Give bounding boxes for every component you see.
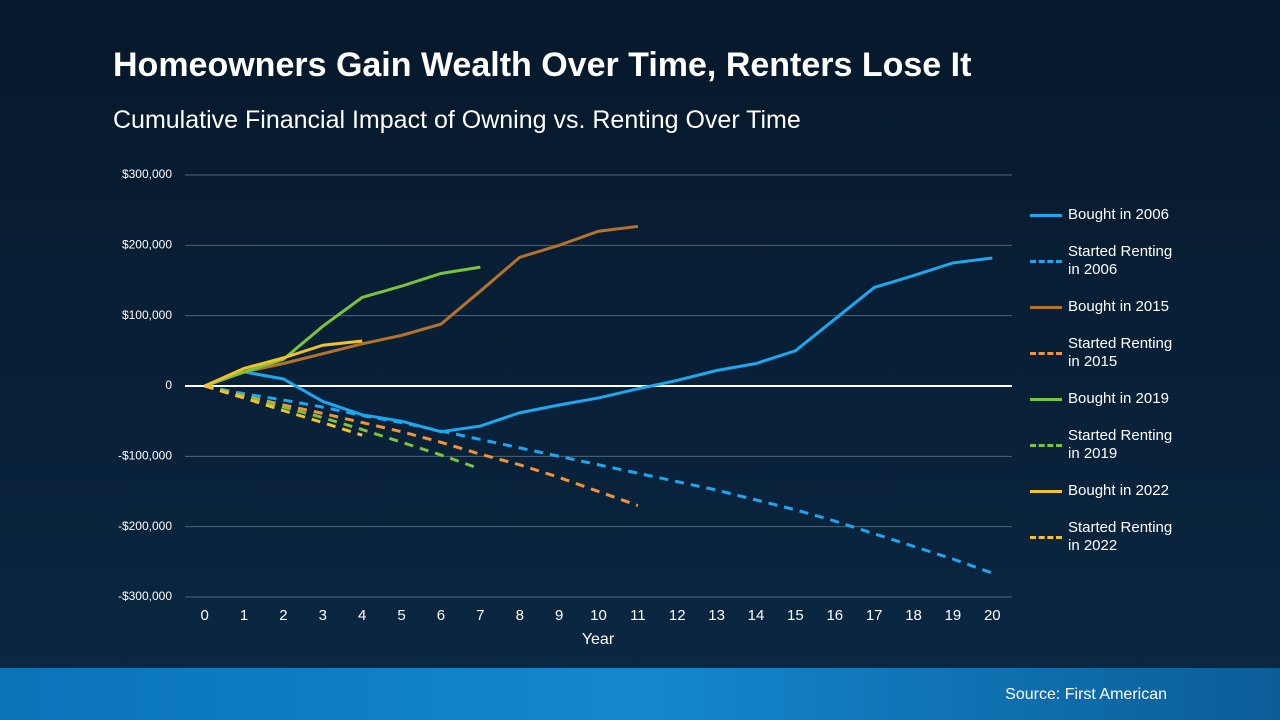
series-line bbox=[204, 256, 993, 434]
legend-swatch bbox=[1030, 397, 1062, 401]
footer-bar: Source: First American bbox=[0, 668, 1280, 720]
legend: Bought in 2006 Started Renting in 2006 Bou… bbox=[1030, 192, 1200, 560]
series-line bbox=[204, 384, 363, 437]
x-tick-label: 8 bbox=[516, 607, 524, 624]
y-tick-label: -$100,000 bbox=[118, 449, 172, 463]
x-tick-label: 16 bbox=[826, 607, 843, 624]
x-tick-label: 17 bbox=[866, 607, 883, 624]
legend-swatch bbox=[1030, 259, 1062, 263]
x-tick-label: 6 bbox=[437, 607, 445, 624]
x-tick-label: 20 bbox=[984, 607, 1001, 624]
legend-swatch bbox=[1030, 443, 1062, 447]
x-tick-label: 14 bbox=[748, 607, 765, 624]
chart-subtitle: Cumulative Financial Impact of Owning vs… bbox=[113, 106, 801, 134]
chart-title: Homeowners Gain Wealth Over Time, Renter… bbox=[113, 46, 972, 84]
legend-item: Bought in 2022 bbox=[1030, 468, 1200, 514]
legend-label: Started Renting in 2015 bbox=[1068, 335, 1173, 370]
legend-item: Started Renting in 2022 bbox=[1030, 514, 1200, 560]
legend-label: Started Renting in 2019 bbox=[1068, 427, 1173, 462]
series-line bbox=[204, 384, 993, 575]
legend-item: Bought in 2015 bbox=[1030, 284, 1200, 330]
legend-label: Started Renting in 2022 bbox=[1068, 519, 1173, 554]
legend-item: Started Renting in 2019 bbox=[1030, 422, 1200, 468]
x-tick-label: 11 bbox=[630, 607, 646, 624]
legend-item: Bought in 2006 bbox=[1030, 192, 1200, 238]
y-tick-label: 0 bbox=[165, 378, 172, 392]
legend-item: Started Renting in 2015 bbox=[1030, 330, 1200, 376]
legend-swatch bbox=[1030, 535, 1062, 539]
legend-label: Bought in 2022 bbox=[1068, 482, 1169, 499]
x-tick-label: 18 bbox=[905, 607, 922, 624]
y-tick-label: -$200,000 bbox=[118, 519, 172, 533]
x-tick-label: 0 bbox=[201, 607, 209, 624]
series-line bbox=[204, 265, 481, 388]
x-tick-label: 13 bbox=[708, 607, 725, 624]
y-tick-label: -$300,000 bbox=[118, 589, 172, 603]
source: Source: First American bbox=[1005, 686, 1167, 703]
x-tick-label: 7 bbox=[476, 607, 484, 624]
x-tick-label: 12 bbox=[669, 607, 686, 624]
legend-swatch bbox=[1030, 213, 1062, 217]
x-tick-label: 19 bbox=[945, 607, 962, 624]
legend-label: Bought in 2015 bbox=[1068, 298, 1169, 315]
series-line bbox=[204, 224, 639, 388]
legend-label: Bought in 2006 bbox=[1068, 206, 1169, 223]
x-tick-label: 10 bbox=[590, 607, 607, 624]
series-line bbox=[204, 339, 363, 388]
x-tick-label: 15 bbox=[787, 607, 804, 624]
x-tick-label: 5 bbox=[397, 607, 405, 624]
x-tick-label: 9 bbox=[555, 607, 563, 624]
y-tick-label: $100,000 bbox=[122, 308, 172, 322]
y-tick-label: $200,000 bbox=[122, 238, 172, 252]
legend-swatch bbox=[1030, 305, 1062, 309]
legend-swatch bbox=[1030, 489, 1062, 493]
x-tick-label: 2 bbox=[279, 607, 287, 624]
x-tick-label: 3 bbox=[319, 607, 327, 624]
x-tick-label: 4 bbox=[358, 607, 366, 624]
series-line bbox=[204, 384, 639, 507]
legend-item: Started Renting in 2006 bbox=[1030, 238, 1200, 284]
legend-label: Bought in 2019 bbox=[1068, 390, 1169, 407]
x-tick-label: 1 bbox=[240, 607, 248, 624]
legend-swatch bbox=[1030, 351, 1062, 355]
y-tick-label: $300,000 bbox=[122, 167, 172, 181]
legend-item: Bought in 2019 bbox=[1030, 376, 1200, 422]
legend-label: Started Renting in 2006 bbox=[1068, 243, 1173, 278]
x-axis-label: Year bbox=[582, 631, 615, 648]
